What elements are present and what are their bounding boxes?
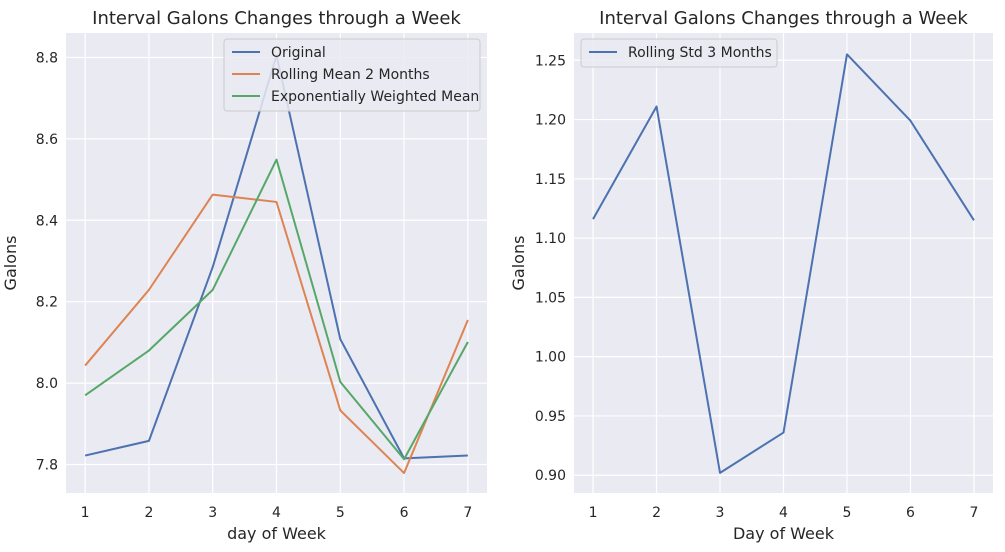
y-tick-label: 0.95 [535, 409, 566, 425]
y-tick-label: 8.8 [36, 50, 58, 66]
y-tick-label: 8.2 [36, 295, 58, 311]
y-tick-label: 1.00 [535, 350, 566, 366]
x-tick-label: 5 [843, 505, 852, 521]
legend-entry: Original [271, 45, 326, 61]
x-tick-label: 1 [589, 505, 598, 521]
x-tick-label: 2 [652, 505, 661, 521]
y-tick-label: 8.0 [36, 376, 58, 392]
legend-entry: Rolling Mean 2 Months [271, 67, 430, 83]
x-tick-label: 2 [144, 505, 153, 521]
chart-left: 7.8 8.0 8.2 8.4 8.6 8.8 1 2 3 4 5 6 7 Interval Galons… [1, 8, 487, 543]
legend: Rolling Std 3 Months [580, 38, 778, 68]
chart-title: Interval Galons Changes through a Week [599, 8, 968, 29]
x-tick-label: 4 [779, 505, 788, 521]
y-tick-label: 8.4 [36, 213, 58, 229]
y-axis-label: Galons [1, 236, 20, 291]
legend-entry: Exponentially Weighted Mean [271, 89, 479, 105]
x-tick-label: 1 [81, 505, 90, 521]
y-tick-label: 1.20 [535, 113, 566, 129]
x-tick-label: 3 [716, 505, 725, 521]
x-tick-label: 6 [906, 505, 915, 521]
legend-box [580, 38, 778, 68]
x-axis-label: day of Week [227, 524, 327, 543]
x-tick-label: 4 [272, 505, 281, 521]
x-tick-label: 7 [463, 505, 472, 521]
y-tick-label: 8.6 [36, 132, 58, 148]
y-axis-label: Galons [509, 236, 528, 291]
y-tick-label: 1.10 [535, 231, 566, 247]
legend: Original Rolling Mean 2 Months Exponential… [223, 38, 481, 112]
x-tick-label: 6 [400, 505, 409, 521]
y-tick-label: 1.15 [535, 172, 566, 188]
legend-box [223, 38, 481, 112]
x-tick-label: 7 [969, 505, 978, 521]
x-tick-label: 5 [336, 505, 345, 521]
y-tick-label: 7.8 [36, 458, 58, 474]
chart-right: 0.90 0.95 1.00 1.05 1.10 1.15 1.20 1.25 1 2 3 4 5 6 7 I… [509, 8, 993, 543]
x-axis-label: Day of Week [733, 524, 835, 543]
chart-title: Interval Galons Changes through a Week [92, 8, 461, 29]
y-tick-label: 1.05 [535, 290, 566, 306]
x-tick-label: 3 [208, 505, 217, 521]
legend-entry: Rolling Std 3 Months [628, 45, 772, 61]
y-tick-label: 0.90 [535, 468, 566, 484]
y-tick-label: 1.25 [535, 53, 566, 69]
